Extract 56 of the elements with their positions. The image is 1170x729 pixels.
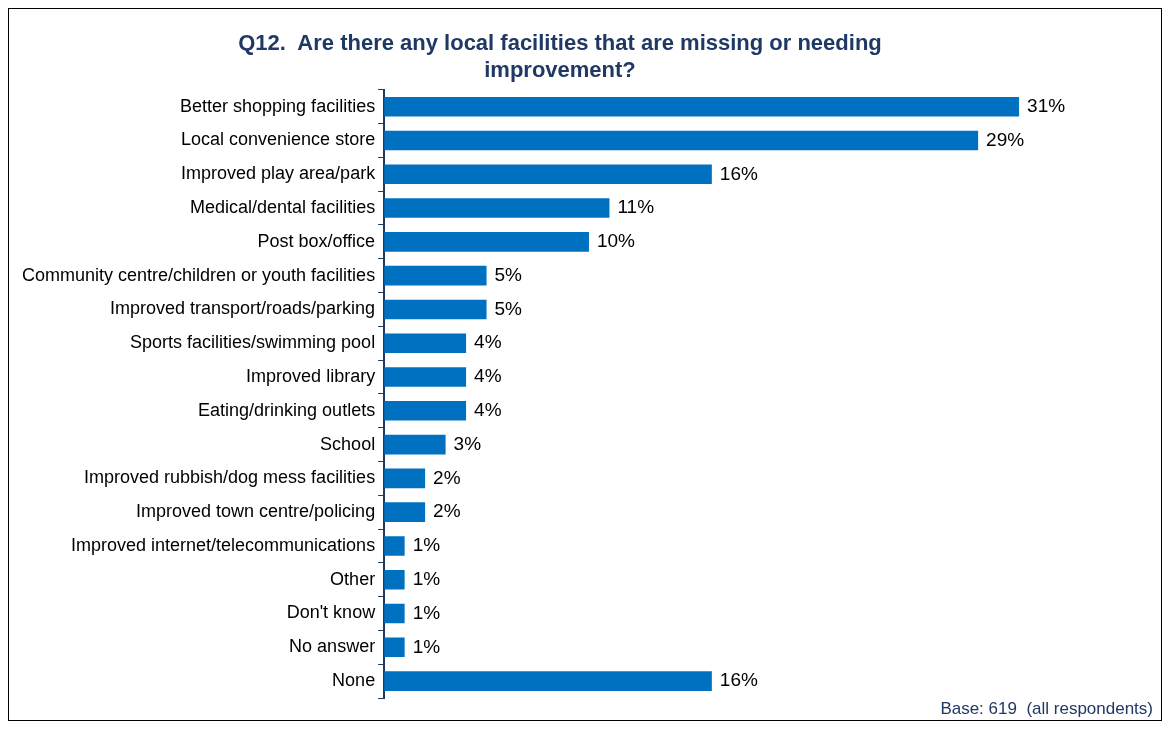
y-tick-label: School <box>320 433 376 454</box>
data-label: 1% <box>412 635 441 657</box>
bar <box>384 96 1020 117</box>
y-tick-label: Improved transport/roads/parking <box>110 298 376 319</box>
data-label: 3% <box>453 432 482 454</box>
bar <box>384 569 405 590</box>
y-tick-label: Sports facilities/swimming pool <box>130 332 376 353</box>
y-tick-label: Don't know <box>286 602 377 623</box>
bar <box>384 671 712 691</box>
y-tick-label: Better shopping facilities <box>180 95 376 116</box>
y-tick-label: Improved internet/telecommunications <box>70 534 376 555</box>
data-label: 2% <box>433 500 461 522</box>
bar <box>384 536 405 556</box>
y-tick-label: No answer <box>289 636 376 657</box>
data-label: 4% <box>474 331 502 353</box>
y-tick-label: Improved play area/park <box>181 163 377 184</box>
bar <box>384 401 467 421</box>
data-label: 5% <box>494 263 523 285</box>
y-tick-label: Community centre/children or youth facilities <box>21 264 376 285</box>
bar <box>384 299 487 320</box>
bar <box>384 367 467 387</box>
y-tick-label: Improved town centre/policing <box>136 501 376 522</box>
data-label: 29% <box>986 128 1025 150</box>
y-tick-label: None <box>332 670 376 691</box>
data-label: 16% <box>719 162 758 184</box>
bar <box>384 603 405 624</box>
data-label: 11% <box>617 196 655 218</box>
data-label: 4% <box>474 399 502 421</box>
bar <box>384 434 446 455</box>
bar <box>384 265 487 286</box>
text: Base: 619 (all respondents) <box>940 699 1153 719</box>
y-tick-label: Improved rubbish/dog mess facilities <box>84 467 376 488</box>
bar <box>384 502 426 522</box>
data-label: 1% <box>412 567 441 589</box>
y-tick-label: Post box/office <box>257 230 376 251</box>
bar <box>384 333 467 354</box>
bar <box>384 232 589 252</box>
bar <box>384 468 426 489</box>
chart-title: Q12. Are there any local facilities that are missing or needing improvement? <box>238 30 882 82</box>
y-tick-label: Eating/drinking outlets <box>198 399 376 420</box>
bar <box>384 637 405 658</box>
data-label: 1% <box>412 601 441 623</box>
y-tick-label: Local convenience store <box>181 129 376 150</box>
data-label: 31% <box>1027 94 1066 116</box>
bar <box>384 198 610 218</box>
bar <box>384 130 979 151</box>
y-tick-label: Medical/dental facilities <box>190 197 376 218</box>
data-label: 16% <box>719 669 758 691</box>
bar <box>384 164 712 185</box>
data-label: 4% <box>474 365 502 387</box>
data-label: 2% <box>433 466 461 488</box>
data-label: 5% <box>494 297 523 319</box>
data-label: 10% <box>596 230 636 252</box>
y-tick-label: Improved library <box>246 365 376 386</box>
data-label: 1% <box>412 534 441 556</box>
y-tick-label: Other <box>330 568 376 589</box>
